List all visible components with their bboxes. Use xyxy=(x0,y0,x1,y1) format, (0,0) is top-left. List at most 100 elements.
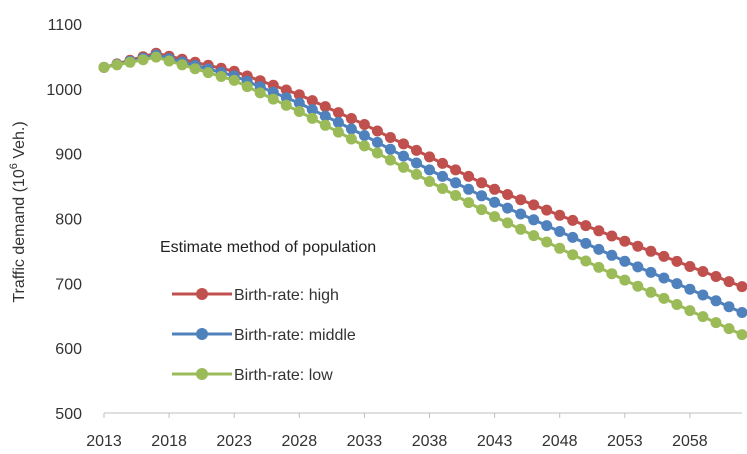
data-point xyxy=(411,144,422,156)
y-tick-label: 500 xyxy=(55,406,82,423)
data-point xyxy=(463,197,475,209)
y-tick-label: 900 xyxy=(55,147,82,164)
data-point xyxy=(384,132,396,143)
data-point xyxy=(476,190,488,202)
data-point xyxy=(424,176,435,187)
data-point xyxy=(371,125,383,137)
data-point xyxy=(124,56,136,68)
series-3 xyxy=(98,51,747,341)
data-point xyxy=(554,242,566,254)
data-point xyxy=(723,323,735,335)
data-point xyxy=(593,243,605,255)
data-point xyxy=(515,194,527,206)
y-tick-label: 1000 xyxy=(46,82,82,99)
data-point xyxy=(515,208,527,220)
legend-item: Birth-rate: high xyxy=(172,287,339,304)
data-point xyxy=(280,84,292,96)
data-point xyxy=(332,126,344,138)
data-point xyxy=(541,220,553,232)
data-point xyxy=(606,268,618,280)
data-point xyxy=(450,190,462,201)
data-point xyxy=(411,168,422,180)
data-point xyxy=(254,87,266,99)
data-point xyxy=(736,329,747,341)
data-point xyxy=(554,209,566,221)
data-point xyxy=(723,301,735,313)
data-point xyxy=(528,230,540,242)
data-point xyxy=(358,119,370,130)
data-point xyxy=(332,117,344,128)
data-point xyxy=(528,214,540,226)
data-point xyxy=(228,74,240,86)
data-point xyxy=(658,292,670,304)
data-point xyxy=(593,261,605,273)
data-point xyxy=(606,230,618,242)
data-point xyxy=(476,177,488,189)
data-point xyxy=(528,199,540,211)
data-point xyxy=(736,281,747,293)
data-point xyxy=(658,272,670,284)
data-point xyxy=(293,89,305,101)
data-point xyxy=(619,274,631,286)
x-tick-label: 2028 xyxy=(282,433,318,450)
data-point xyxy=(384,143,396,155)
data-point xyxy=(632,240,644,252)
data-point xyxy=(671,299,683,310)
data-point xyxy=(697,311,709,323)
data-point xyxy=(710,271,722,282)
data-point xyxy=(98,61,110,73)
data-point xyxy=(567,214,579,226)
legend-title: Estimate method of population xyxy=(160,239,376,256)
data-point xyxy=(619,255,631,267)
data-point xyxy=(358,130,370,141)
data-point xyxy=(554,226,566,237)
data-point xyxy=(489,183,501,195)
data-point xyxy=(424,164,435,176)
data-point xyxy=(398,138,409,150)
data-point xyxy=(710,295,722,307)
legend-item: Birth-rate: low xyxy=(172,367,333,384)
data-point xyxy=(476,204,488,216)
data-point xyxy=(189,63,201,75)
data-point xyxy=(398,150,409,162)
data-point xyxy=(267,93,279,105)
data-point xyxy=(580,255,592,267)
data-point xyxy=(280,92,292,104)
data-point xyxy=(502,217,514,229)
data-point xyxy=(384,154,396,166)
x-tick-label: 2038 xyxy=(412,433,448,450)
data-point xyxy=(163,55,175,67)
data-point xyxy=(606,249,618,261)
legend-swatch-marker xyxy=(196,328,208,340)
data-point xyxy=(293,97,305,109)
data-point xyxy=(502,189,514,200)
y-tick-label: 1100 xyxy=(48,17,83,34)
data-point xyxy=(306,112,318,124)
x-tick-label: 2023 xyxy=(216,433,252,450)
data-point xyxy=(437,183,448,194)
legend: Estimate method of population Birth-rate… xyxy=(160,239,376,384)
y-tick-label: 600 xyxy=(55,341,82,358)
data-point xyxy=(332,107,344,119)
data-point xyxy=(697,266,709,277)
x-tick-label: 2018 xyxy=(151,433,187,450)
data-point xyxy=(671,255,683,267)
data-point xyxy=(697,289,709,301)
data-point xyxy=(345,113,357,124)
x-tick-label: 2033 xyxy=(347,433,383,450)
data-point xyxy=(645,286,657,298)
data-point xyxy=(645,266,657,278)
legend-label: Birth-rate: low xyxy=(234,367,333,384)
data-point xyxy=(345,133,357,145)
data-point xyxy=(645,245,657,257)
legend-item: Birth-rate: middle xyxy=(172,327,356,344)
data-point xyxy=(202,67,214,79)
data-point xyxy=(541,204,553,216)
legend-label: Birth-rate: high xyxy=(234,287,339,304)
data-point xyxy=(411,157,422,169)
data-point xyxy=(489,196,501,208)
data-point xyxy=(319,119,331,131)
data-point xyxy=(736,307,747,318)
